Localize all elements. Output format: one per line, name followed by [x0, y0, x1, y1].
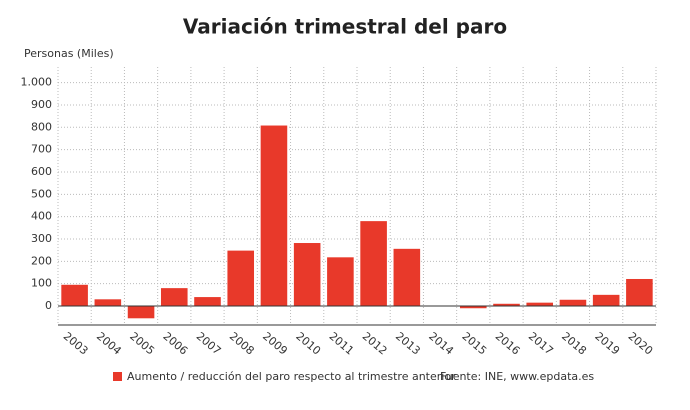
y-tick-label: 900: [31, 98, 52, 111]
bar: [592, 294, 620, 307]
x-tick-label: 2011: [327, 330, 357, 358]
chart-title: Variación trimestral del paro: [183, 15, 507, 39]
bar: [559, 299, 587, 307]
x-tick-label: 2016: [493, 330, 523, 358]
x-tick-label: 2014: [426, 330, 456, 358]
y-tick-label: 300: [31, 232, 52, 245]
bar: [393, 248, 421, 307]
bar: [160, 288, 188, 307]
y-tick-label: 200: [31, 254, 52, 267]
bar: [227, 250, 255, 307]
bar: [327, 257, 354, 307]
y-tick-label: 800: [31, 120, 52, 133]
x-tick-label: 2009: [260, 330, 290, 358]
x-tick-label: 2019: [592, 330, 622, 358]
bar: [94, 299, 122, 307]
bar: [194, 297, 221, 307]
bar: [360, 221, 387, 307]
x-tick-label: 2015: [459, 330, 489, 358]
legend-swatch: [113, 372, 122, 381]
bar: [260, 125, 288, 307]
y-tick-label: 1.000: [21, 76, 53, 89]
x-tick-label: 2018: [559, 330, 589, 358]
y-tick-label: 0: [45, 299, 52, 312]
x-tick-label: 2008: [227, 330, 257, 358]
bar: [293, 243, 321, 307]
x-tick-label: 2017: [526, 330, 556, 358]
x-tick-label: 2006: [160, 330, 190, 358]
y-tick-label: 700: [31, 143, 52, 156]
x-tick-label: 2012: [360, 330, 390, 358]
source: Fuente: INE, www.epdata.es: [440, 370, 594, 383]
x-tick-label: 2020: [626, 330, 656, 358]
x-tick-label: 2004: [94, 330, 124, 358]
y-tick-label: 500: [31, 187, 52, 200]
bar: [493, 303, 520, 307]
bar: [61, 284, 88, 307]
bar: [526, 302, 554, 307]
x-tick-label: 2013: [393, 330, 423, 358]
bar: [127, 306, 155, 319]
x-tick-label: 2003: [61, 330, 91, 358]
x-tick-label: 2005: [127, 330, 157, 358]
x-tick-label: 2010: [293, 330, 323, 358]
y-tick-label: 400: [31, 210, 52, 223]
y-tick-label: 100: [31, 277, 52, 290]
y-tick-label: 600: [31, 165, 52, 178]
bar: [626, 278, 653, 307]
legend-label: Aumento / reducción del paro respecto al…: [127, 370, 456, 383]
x-tick-label: 2007: [194, 330, 224, 358]
bar: [459, 306, 487, 309]
y-axis-label: Personas (Miles): [24, 47, 114, 60]
